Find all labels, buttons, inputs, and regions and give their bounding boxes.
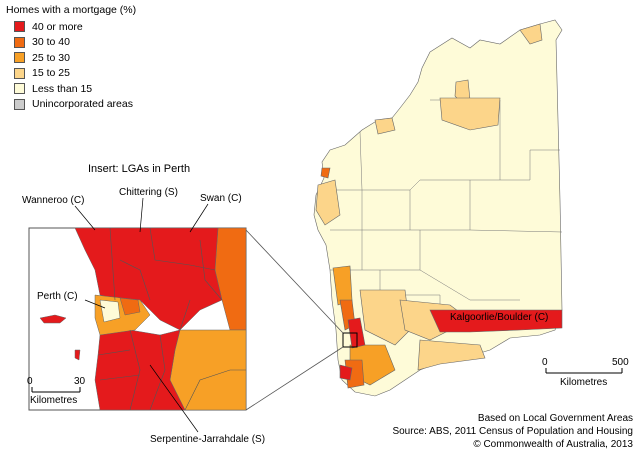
legend-label: Less than 15	[32, 82, 93, 95]
legend-swatch	[14, 98, 25, 110]
rottnest-island	[39, 314, 67, 324]
legend-label: 30 to 40	[32, 36, 70, 48]
lga-region-15-25-east-pilbara	[439, 97, 501, 131]
legend-item: 30 to 40	[14, 36, 70, 49]
lga-region-40-plus-kalgoorlie	[429, 309, 563, 333]
main-scale-bar	[545, 368, 623, 374]
insert-scale-start: 0	[27, 376, 33, 387]
legend-item: 25 to 30	[14, 51, 70, 64]
insert-region-orange-small	[119, 297, 141, 316]
insert-scale-bar	[31, 387, 81, 393]
label-swan: Swan (C)	[200, 193, 242, 204]
main-scale-start: 0	[542, 357, 548, 368]
western-australia-map	[245, 19, 563, 411]
lga-region-40-plus-bunbury	[339, 364, 353, 381]
legend-swatch	[14, 83, 25, 94]
credit-line-2: Source: ABS, 2011 Census of Population a…	[392, 426, 633, 437]
label-perth: Perth (C)	[37, 291, 78, 302]
legend-swatch	[14, 67, 25, 79]
legend-swatch	[14, 36, 25, 48]
insert-scale-end: 30	[74, 376, 86, 387]
label-wanneroo: Wanneroo (C)	[22, 195, 85, 206]
insert-region-perth-city	[99, 299, 121, 323]
perth-locator-box	[342, 332, 358, 348]
main-scale-unit: Kilometres	[560, 377, 608, 388]
insert-title: Insert: LGAs in Perth	[88, 163, 191, 175]
credit-line-1: Based on Local Government Areas	[477, 413, 633, 424]
lga-region-30-40-dorre	[320, 167, 331, 179]
label-chittering: Chittering (S)	[119, 187, 178, 198]
legend-swatch	[14, 21, 25, 32]
insert-scale-unit: Kilometres	[30, 395, 78, 406]
legend-label: 15 to 25	[32, 67, 70, 79]
credit-line-3: © Commonwealth of Australia, 2013	[473, 439, 633, 450]
perth-insert-map	[28, 197, 247, 433]
insert-lga-boundaries	[97, 227, 246, 411]
legend-label: 40 or more	[32, 20, 83, 33]
main-scale-end: 500	[612, 357, 629, 368]
locator-line-top	[245, 229, 344, 334]
lga-region-15-25-gascoyne	[315, 179, 341, 226]
label-kalgoorlie: Kalgoorlie/Boulder (C)	[450, 312, 549, 323]
legend-title: Homes with a mortgage (%)	[6, 4, 137, 16]
small-island	[74, 349, 81, 361]
lga-boundaries	[330, 99, 563, 320]
legend-item: Unincorporated areas	[14, 98, 133, 111]
lga-region-15-25-pilbara	[374, 117, 396, 135]
legend-item: Less than 15	[14, 82, 92, 95]
insert-leader-lines	[74, 197, 209, 433]
legend-item: 40 or more	[14, 20, 83, 33]
legend-item: 15 to 25	[14, 67, 70, 80]
lga-region-15-25-south	[417, 339, 486, 371]
legend-swatch	[14, 52, 25, 63]
lga-region-15-25-wheatbelt	[359, 289, 411, 346]
label-serpentine: Serpentine-Jarrahdale (S)	[150, 434, 266, 445]
legend-label: Unincorporated areas	[32, 98, 133, 110]
legend-label: 25 to 30	[32, 51, 70, 64]
locator-line-bottom	[245, 346, 344, 411]
lga-region-15-25-east-kimberley	[519, 23, 543, 45]
